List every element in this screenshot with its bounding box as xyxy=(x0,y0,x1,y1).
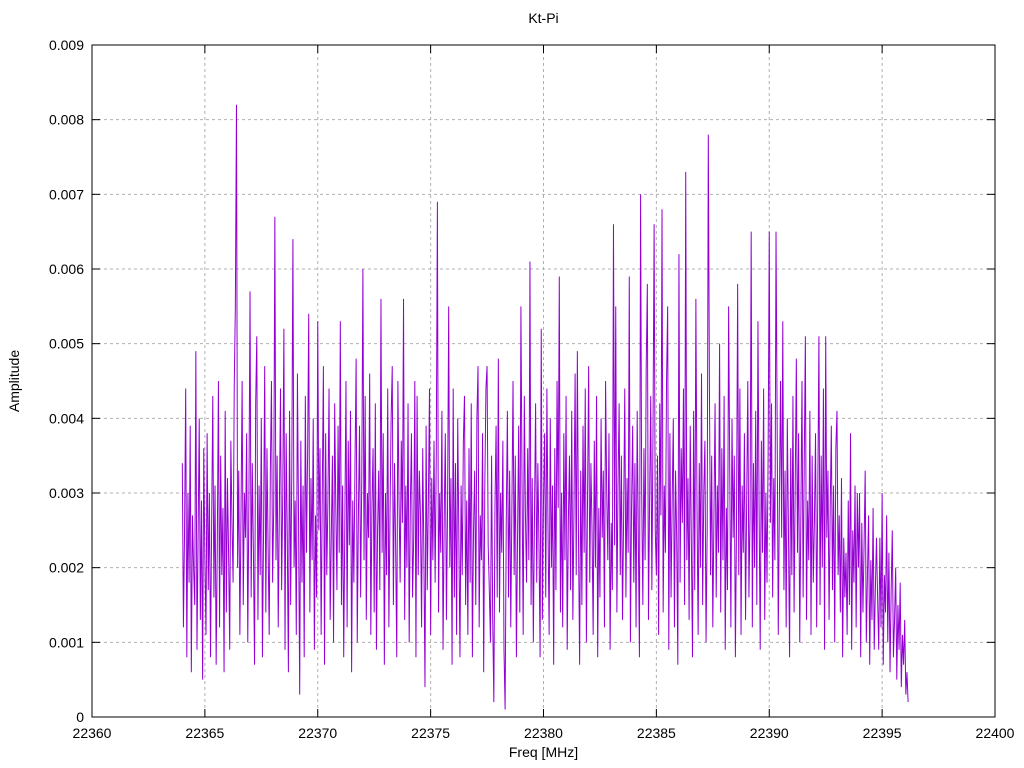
y-tick-label: 0.001 xyxy=(49,634,84,650)
y-tick-label: 0.007 xyxy=(49,186,84,202)
x-tick-label: 22365 xyxy=(185,725,224,741)
x-tick-label: 22360 xyxy=(73,725,112,741)
x-tick-label: 22385 xyxy=(637,725,676,741)
x-tick-label: 22390 xyxy=(750,725,789,741)
chart-title: Kt-Pi xyxy=(528,10,559,26)
y-tick-label: 0 xyxy=(76,709,84,725)
y-axis-label: Amplitude xyxy=(6,349,22,413)
x-axis-label: Freq [MHz] xyxy=(508,744,579,760)
tick-marks xyxy=(91,44,996,718)
y-tick-label: 0.006 xyxy=(49,261,84,277)
y-tick-label: 0.005 xyxy=(49,336,84,352)
y-tick-label: 0.003 xyxy=(49,485,84,501)
x-tick-label: 22370 xyxy=(298,725,337,741)
grid xyxy=(92,45,995,717)
x-tick-label: 22400 xyxy=(976,725,1015,741)
y-tick-label: 0.009 xyxy=(49,37,84,53)
y-tick-label: 0.002 xyxy=(49,560,84,576)
x-tick-label: 22395 xyxy=(863,725,902,741)
x-tick-label: 22380 xyxy=(524,725,563,741)
y-tick-label: 0.004 xyxy=(49,410,84,426)
data-series-line xyxy=(181,104,909,710)
x-tick-label: 22375 xyxy=(411,725,450,741)
y-tick-label: 0.008 xyxy=(49,112,84,128)
